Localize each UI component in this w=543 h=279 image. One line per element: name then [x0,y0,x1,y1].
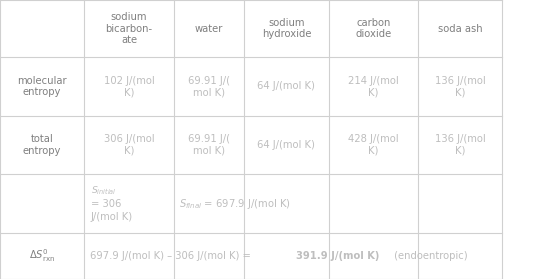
Text: 306 J/(mol
K): 306 J/(mol K) [104,134,154,156]
Text: total
entropy: total entropy [23,134,61,156]
Text: soda ash: soda ash [438,24,483,33]
Text: 64 J/(mol K): 64 J/(mol K) [257,81,315,92]
Text: water: water [195,24,223,33]
Text: 136 J/(mol
K): 136 J/(mol K) [435,76,485,97]
Text: 69.91 J/(
mol K): 69.91 J/( mol K) [188,134,230,156]
Text: 64 J/(mol K): 64 J/(mol K) [257,140,315,150]
Text: sodium
hydroxide: sodium hydroxide [262,18,311,39]
Text: J/(mol K): J/(mol K) [91,212,133,222]
Text: $S_\mathit{final}$ = 697.9 J/(mol K): $S_\mathit{final}$ = 697.9 J/(mol K) [179,197,291,211]
Text: 697.9 J/(mol K) – 306 J/(mol K) =: 697.9 J/(mol K) – 306 J/(mol K) = [90,251,254,261]
Text: = 306: = 306 [91,199,121,209]
Text: 102 J/(mol
K): 102 J/(mol K) [104,76,154,97]
Text: 136 J/(mol
K): 136 J/(mol K) [435,134,485,156]
Text: carbon
dioxide: carbon dioxide [355,18,392,39]
Text: molecular
entropy: molecular entropy [17,76,67,97]
Text: 428 J/(mol
K): 428 J/(mol K) [348,134,399,156]
Text: $S_\mathit{initial}$: $S_\mathit{initial}$ [91,185,116,197]
Text: 69.91 J/(
mol K): 69.91 J/( mol K) [188,76,230,97]
Text: (endoentropic): (endoentropic) [391,251,468,261]
Text: 214 J/(mol
K): 214 J/(mol K) [348,76,399,97]
Text: sodium
bicarbon-
ate: sodium bicarbon- ate [105,12,153,45]
Text: $\Delta S^0_\mathrm{rxn}$: $\Delta S^0_\mathrm{rxn}$ [29,247,55,264]
Text: 391.9 J/(mol K): 391.9 J/(mol K) [296,251,380,261]
